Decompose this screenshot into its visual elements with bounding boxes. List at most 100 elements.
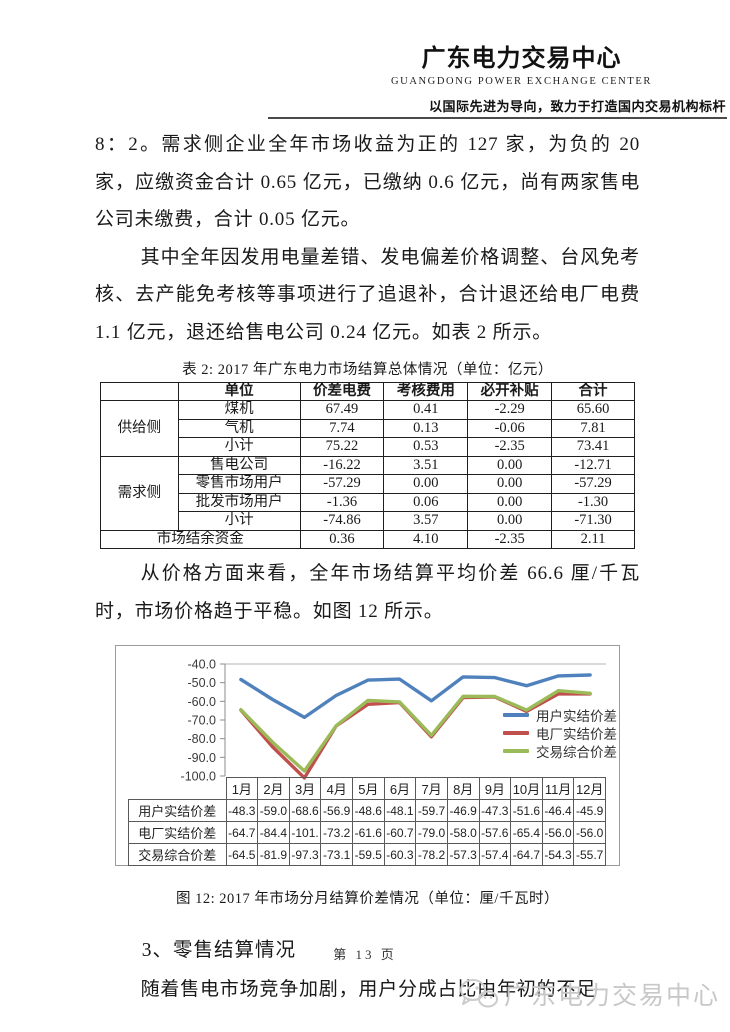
series-value: -48.6 [352, 799, 385, 823]
cell-value: -2.29 [467, 400, 553, 420]
legend-label: 交易综合价差 [536, 745, 617, 761]
cell-value: 73.41 [551, 437, 635, 457]
series-value: -61.6 [352, 821, 385, 845]
cell-value: 0.00 [467, 492, 553, 513]
month-label: 6月 [383, 777, 417, 801]
series-value: -46.9 [446, 799, 480, 823]
cell-value: 0.41 [383, 400, 469, 420]
chart-table-corner [129, 778, 227, 800]
series-value: -59.0 [257, 799, 290, 823]
page-content: 8：2。需求侧企业全年市场收益为正的 127 家，为负的 20 家，应缴资金合计… [95, 126, 640, 1009]
series-value: -57.3 [446, 843, 480, 867]
series-value: -64.7 [510, 843, 543, 867]
series-label: 交易综合价差 [128, 843, 227, 867]
header-unit: 单位 [177, 381, 301, 402]
series-value: -64.7 [225, 821, 259, 845]
chart-svg: -40.0 -50.0 -60.0 -70.0 -80.0 -90.0 -100.0 [181, 658, 606, 783]
table-row: 批发市场用户 -1.36 0.06 0.00 -1.30 [101, 492, 635, 513]
cell-value: 0.13 [383, 418, 469, 439]
cell-value: -57.29 [551, 474, 635, 494]
header-subsidy: 必开补贴 [467, 381, 553, 402]
month-label: 7月 [415, 777, 448, 801]
chart-table-row: 电厂实结价差 -64.7 -84.4 -101. -73.2 -61.6 -60.7 -79.… [128, 821, 606, 845]
series-value: -60.7 [383, 821, 417, 845]
month-label: 5月 [352, 777, 385, 801]
section-heading: 3、零售结算情况 [141, 940, 297, 962]
cell-value: 0.06 [383, 492, 469, 513]
cell-name: 售电公司 [177, 455, 301, 476]
cell-value: -16.22 [299, 455, 385, 476]
table-header-row: 单位 价差电费 考核费用 必开补贴 合计 [100, 381, 635, 402]
series-value: -101. [288, 821, 322, 845]
series-label: 电厂实结价差 [128, 821, 227, 845]
cell-name: 零售市场用户 [177, 474, 301, 494]
series-value: -60.3 [383, 843, 417, 867]
chart-table-row: 交易综合价差 -64.5 -81.9 -97.3 -73.1 -59.5 -60.3 -78.… [128, 843, 606, 867]
series-value: -59.5 [352, 843, 385, 867]
cell-value: -71.30 [551, 511, 635, 531]
series-value: -84.4 [257, 821, 290, 845]
cell-value: -74.86 [299, 511, 385, 531]
table-row: 气机 7.74 0.13 -0.06 7.81 [101, 418, 635, 439]
cell-value: 4.10 [383, 529, 469, 550]
cell-value: 0.53 [383, 437, 469, 457]
month-label: 8月 [446, 777, 480, 801]
svg-text:-70.0: -70.0 [188, 714, 217, 728]
legend-item: 电厂实结价差 [503, 726, 617, 742]
table-row: 小计 75.22 0.53 -2.35 73.41 [101, 437, 635, 457]
watermark-text: 广东电力交易中心 [503, 982, 720, 1010]
legend-item: 用户实结价差 [503, 708, 617, 725]
cell-value: 67.49 [299, 400, 385, 420]
cell-value: 0.00 [383, 474, 469, 494]
watermark: 广东电力交易中心 [459, 976, 720, 1012]
series-value: -79.0 [415, 821, 448, 845]
cell-value: 75.22 [299, 437, 385, 457]
series-value: -59.7 [415, 799, 448, 823]
series-value: -47.3 [478, 799, 512, 823]
header-price-diff-fee: 价差电费 [299, 381, 385, 402]
cell-value: -2.35 [467, 437, 553, 457]
series-value: -97.3 [288, 843, 322, 867]
month-label: 9月 [478, 777, 512, 801]
cell-value: 65.60 [551, 400, 635, 420]
legend-item: 交易综合价差 [503, 744, 617, 761]
table-row: 零售市场用户 -57.29 0.00 0.00 -57.29 [101, 474, 635, 494]
cell-value: 2.11 [551, 529, 635, 550]
svg-text:-40.0: -40.0 [188, 658, 217, 672]
legend-label: 用户实结价差 [536, 709, 617, 725]
table-row: 小计 -74.86 3.57 0.00 -71.30 [101, 511, 635, 531]
header-tagline: 以国际先进为导向，致力于打造国内交易机构标杆 [428, 99, 726, 114]
series-value: -73.1 [320, 843, 353, 867]
cell-value: -1.36 [299, 492, 385, 513]
cell-name: 气机 [177, 418, 301, 439]
svg-text:-50.0: -50.0 [188, 676, 217, 690]
month-label: 2月 [257, 777, 290, 801]
page-number: 第 13 页 [333, 947, 397, 962]
demand-side-label: 需求侧 [100, 455, 179, 531]
cell-value: -2.35 [467, 529, 553, 550]
month-label: 11月 [541, 777, 575, 801]
org-name-cn: 广东电力交易中心 [421, 45, 622, 72]
cell-name: 批发市场用户 [177, 492, 301, 513]
series-value: -65.4 [510, 821, 543, 845]
cell-value: 0.00 [467, 511, 553, 531]
wechat-icon [459, 979, 498, 1008]
series-value: -81.9 [257, 843, 290, 867]
cell-value: 0.00 [467, 474, 553, 494]
series-value: -68.6 [288, 799, 322, 823]
chart-data-table: 1月 2月 3月 4月 5月 6月 7月 8月 9月 10月 11月 12月 用户实结价差 -48.3 -5… [128, 777, 606, 867]
cell-value: 0.36 [299, 529, 385, 550]
legend-swatch [503, 713, 529, 718]
series-value: -57.4 [478, 843, 512, 867]
series-label: 用户实结价差 [128, 799, 227, 823]
legend-swatch [503, 749, 529, 754]
cell-value: 3.51 [383, 455, 469, 476]
header-assessment-fee: 考核费用 [383, 381, 469, 402]
paragraph-refund: 其中全年因发用电量差错、发电偏差价格调整、台风免考核、去产能免考核等事项进行了追… [95, 246, 640, 343]
supply-side-label: 供给侧 [100, 400, 179, 457]
settlement-table: 单位 价差电费 考核费用 必开补贴 合计 供给侧 煤机 67.49 0.41 -… [100, 381, 635, 550]
chart-table-row: 用户实结价差 -48.3 -59.0 -68.6 -56.9 -48.6 -48.1 -59.… [128, 799, 606, 823]
header-rule [268, 117, 727, 119]
cell-value: -12.71 [551, 455, 635, 476]
